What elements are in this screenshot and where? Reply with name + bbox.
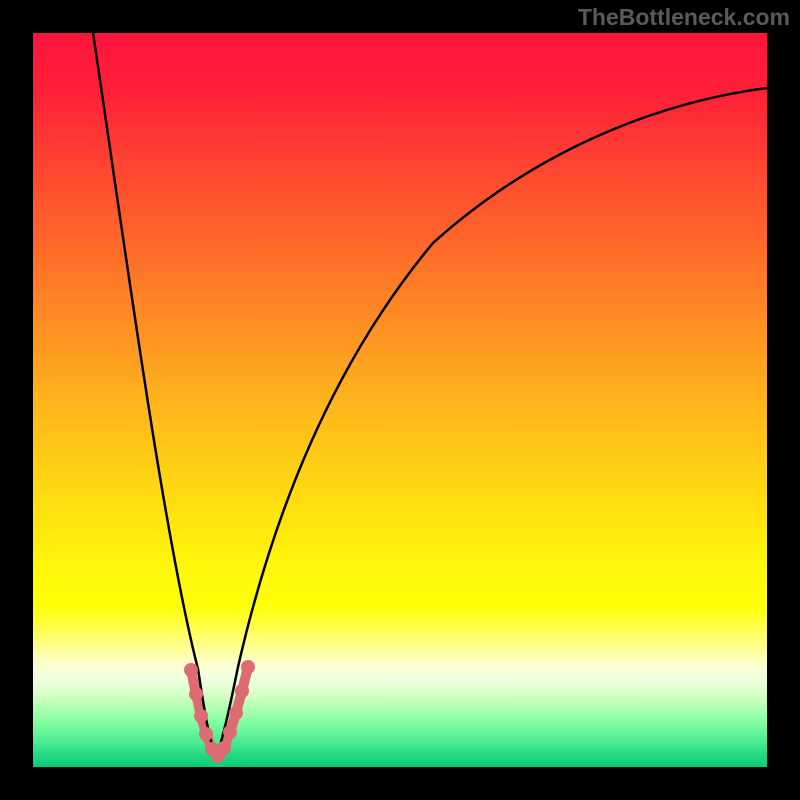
marker-dot (194, 709, 208, 723)
plot-area (33, 33, 767, 767)
plot-svg (33, 33, 767, 767)
watermark-text: TheBottleneck.com (578, 4, 790, 31)
marker-dot (241, 660, 255, 674)
gradient-background (33, 33, 767, 767)
marker-dot (229, 706, 243, 720)
marker-dot (199, 727, 213, 741)
marker-dot (223, 725, 237, 739)
chart-container: TheBottleneck.com (0, 0, 800, 800)
marker-dot (217, 741, 231, 755)
marker-dot (189, 687, 203, 701)
marker-dot (184, 663, 198, 677)
marker-dot (235, 684, 249, 698)
